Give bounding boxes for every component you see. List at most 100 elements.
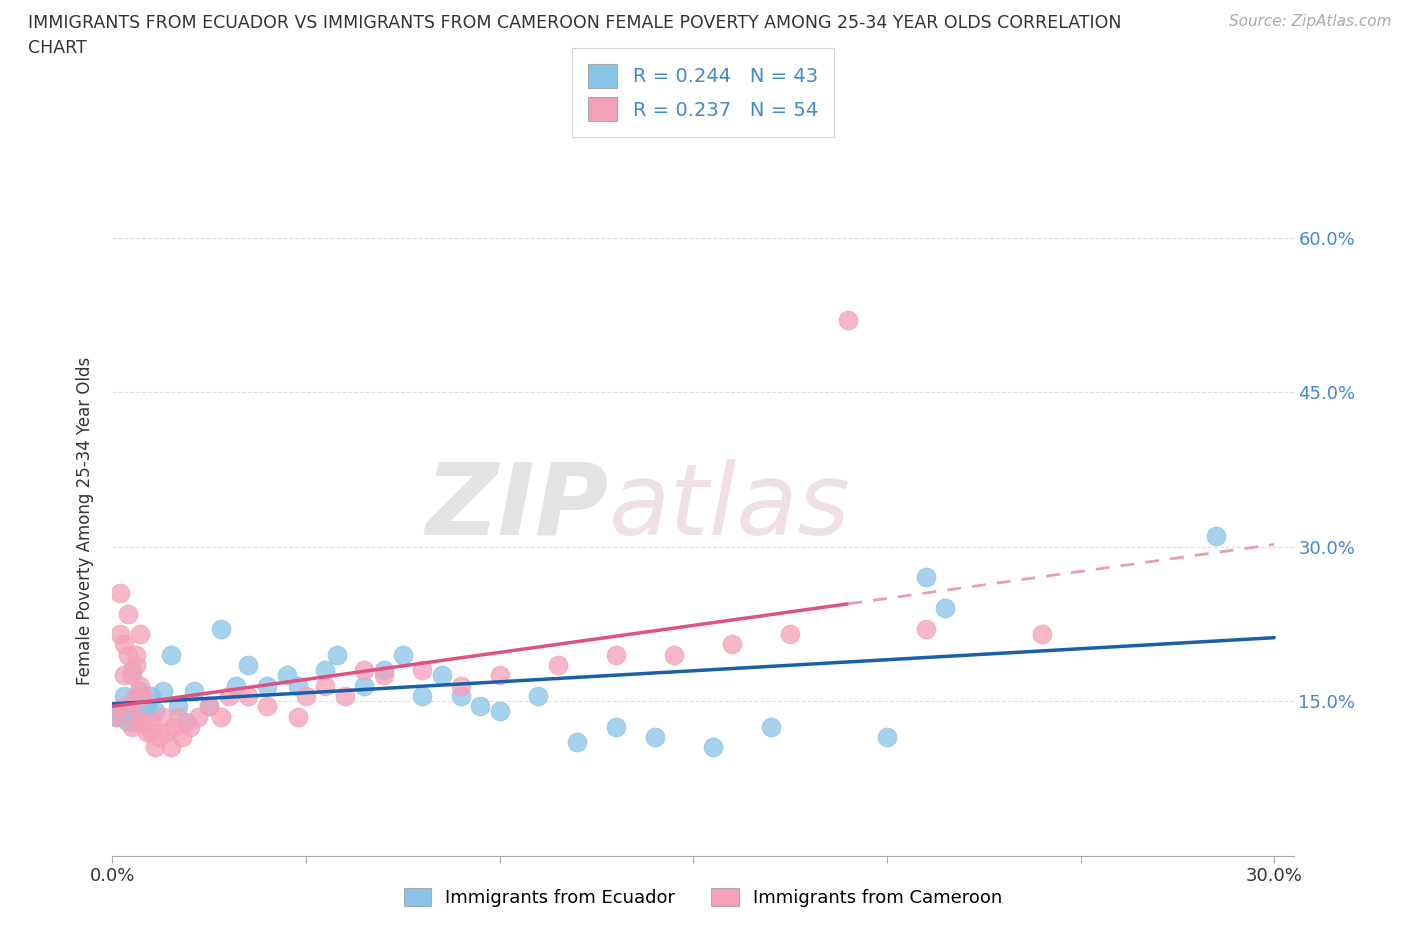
- Point: [314, 678, 336, 693]
- Point: [121, 663, 143, 678]
- Point: [141, 724, 163, 739]
- Point: [110, 627, 132, 642]
- Point: [644, 730, 666, 745]
- Point: [128, 678, 150, 693]
- Point: [914, 621, 936, 636]
- Point: [702, 740, 724, 755]
- Point: [527, 688, 550, 703]
- Point: [876, 730, 898, 745]
- Text: Source: ZipAtlas.com: Source: ZipAtlas.com: [1229, 14, 1392, 29]
- Point: [148, 730, 170, 745]
- Point: [125, 647, 148, 662]
- Point: [121, 668, 143, 683]
- Point: [353, 663, 375, 678]
- Point: [105, 709, 128, 724]
- Point: [152, 684, 174, 698]
- Point: [488, 668, 510, 683]
- Point: [236, 688, 259, 703]
- Point: [179, 720, 201, 735]
- Point: [314, 663, 336, 678]
- Point: [141, 714, 163, 729]
- Point: [198, 698, 221, 713]
- Point: [125, 688, 148, 703]
- Point: [373, 668, 395, 683]
- Point: [174, 714, 197, 729]
- Point: [287, 709, 309, 724]
- Point: [276, 668, 298, 683]
- Point: [256, 678, 278, 693]
- Point: [759, 720, 782, 735]
- Point: [125, 714, 148, 729]
- Point: [236, 658, 259, 672]
- Point: [132, 714, 155, 729]
- Point: [159, 647, 181, 662]
- Point: [141, 688, 163, 703]
- Point: [914, 570, 936, 585]
- Point: [295, 688, 318, 703]
- Point: [721, 637, 744, 652]
- Point: [662, 647, 685, 662]
- Point: [117, 647, 139, 662]
- Text: IMMIGRANTS FROM ECUADOR VS IMMIGRANTS FROM CAMEROON FEMALE POVERTY AMONG 25-34 Y: IMMIGRANTS FROM ECUADOR VS IMMIGRANTS FR…: [28, 14, 1122, 32]
- Point: [183, 684, 205, 698]
- Point: [110, 586, 132, 601]
- Point: [218, 688, 240, 703]
- Point: [125, 658, 148, 672]
- Point: [159, 740, 181, 755]
- Point: [373, 663, 395, 678]
- Point: [287, 678, 309, 693]
- Point: [121, 698, 143, 713]
- Point: [392, 647, 415, 662]
- Point: [450, 688, 472, 703]
- Point: [353, 678, 375, 693]
- Point: [1031, 627, 1053, 642]
- Point: [209, 709, 232, 724]
- Point: [105, 709, 128, 724]
- Point: [256, 698, 278, 713]
- Point: [117, 606, 139, 621]
- Point: [112, 698, 135, 713]
- Point: [605, 720, 627, 735]
- Text: atlas: atlas: [609, 458, 851, 556]
- Point: [450, 678, 472, 693]
- Point: [209, 621, 232, 636]
- Point: [112, 688, 135, 703]
- Point: [136, 724, 159, 739]
- Point: [488, 704, 510, 719]
- Point: [132, 688, 155, 703]
- Point: [163, 720, 186, 735]
- Point: [837, 312, 859, 327]
- Point: [565, 735, 588, 750]
- Point: [110, 704, 132, 719]
- Point: [167, 698, 190, 713]
- Point: [112, 668, 135, 683]
- Point: [143, 740, 166, 755]
- Text: CHART: CHART: [28, 39, 87, 57]
- Point: [143, 704, 166, 719]
- Point: [156, 724, 179, 739]
- Point: [934, 601, 956, 616]
- Point: [333, 688, 356, 703]
- Point: [547, 658, 569, 672]
- Point: [225, 678, 247, 693]
- Point: [411, 688, 433, 703]
- Point: [411, 663, 433, 678]
- Point: [605, 647, 627, 662]
- Point: [326, 647, 349, 662]
- Point: [128, 627, 150, 642]
- Point: [121, 698, 143, 713]
- Legend: Immigrants from Ecuador, Immigrants from Cameroon: Immigrants from Ecuador, Immigrants from…: [395, 879, 1011, 916]
- Point: [430, 668, 453, 683]
- Y-axis label: Female Poverty Among 25-34 Year Olds: Female Poverty Among 25-34 Year Olds: [76, 357, 94, 684]
- Point: [136, 698, 159, 713]
- Point: [117, 714, 139, 729]
- Point: [112, 709, 135, 724]
- Point: [172, 730, 194, 745]
- Point: [132, 704, 155, 719]
- Point: [152, 709, 174, 724]
- Legend: R = 0.244   N = 43, R = 0.237   N = 54: R = 0.244 N = 43, R = 0.237 N = 54: [572, 48, 834, 137]
- Point: [470, 698, 492, 713]
- Point: [198, 698, 221, 713]
- Point: [112, 637, 135, 652]
- Point: [1205, 529, 1227, 544]
